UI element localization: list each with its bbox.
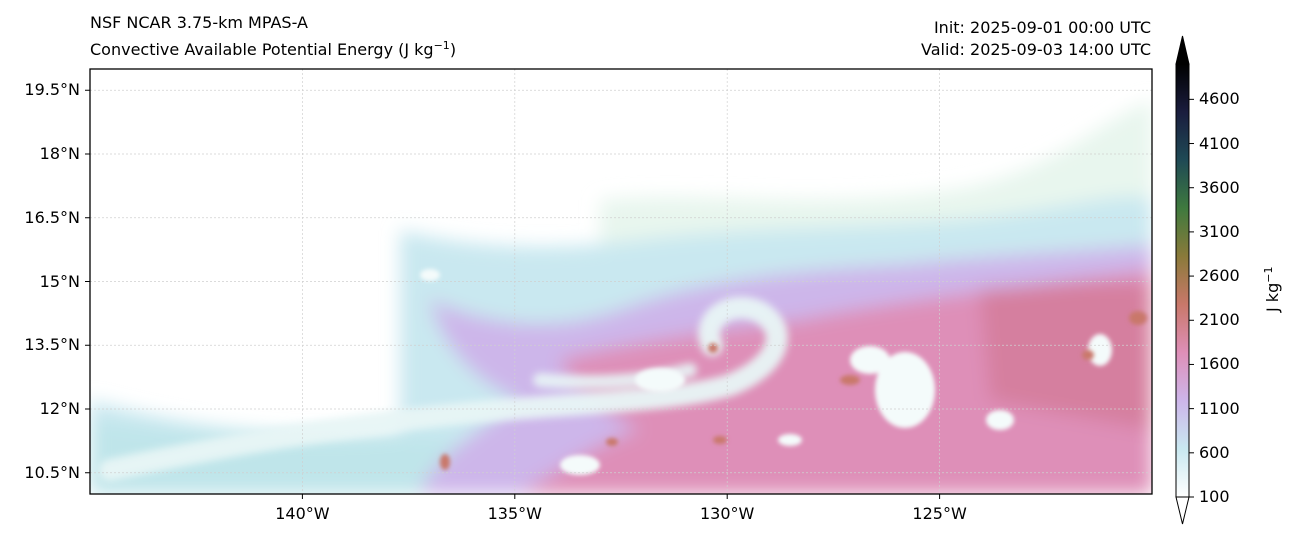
lat-tick-label: 15°N <box>39 271 80 291</box>
valid-time: Valid: 2025-09-03 14:00 UTC <box>920 40 1151 59</box>
colorbar <box>1175 35 1194 525</box>
colorbar-label: J kg−1 <box>1262 267 1282 312</box>
lon-tick-label: 140°W <box>275 504 330 523</box>
colorbar-label-sup: −1 <box>1262 266 1275 283</box>
lat-tick-label: 12°N <box>39 399 80 418</box>
colorbar-label-prefix: J kg <box>1263 282 1282 312</box>
colorbar-tick-label: 2600 <box>1199 266 1240 286</box>
colorbar-tick-label: 4600 <box>1199 89 1240 109</box>
lat-tick-label: 19.5°N <box>24 80 80 100</box>
title-line-2-sup: −1 <box>433 39 450 52</box>
init-time: Init: 2025-09-01 00:00 UTC <box>933 18 1151 37</box>
colorbar-tick-label: 4100 <box>1199 133 1240 153</box>
lon-tick-label: 130°W <box>700 504 755 523</box>
colorbar-tick-label: 2100 <box>1199 310 1240 330</box>
lat-tick-label: 10.5°N <box>24 462 80 482</box>
cape-field <box>90 69 1152 494</box>
lat-tick-label: 18°N <box>39 144 80 163</box>
colorbar-tick-label: 3100 <box>1199 221 1240 241</box>
lon-tick-label: 135°W <box>487 504 542 523</box>
lon-tick-label: 125°W <box>912 504 967 523</box>
colorbar-tick-label: 100 <box>1199 487 1230 506</box>
colorbar-tick-label: 600 <box>1199 442 1230 462</box>
title-line-2: Convective Available Potential Energy (J… <box>90 40 456 58</box>
colorbar-tick-label: 1600 <box>1199 354 1240 374</box>
lat-tick-label: 16.5°N <box>24 207 80 227</box>
colorbar-tick-label: 1100 <box>1199 398 1240 418</box>
title-line-2-prefix: Convective Available Potential Energy (J… <box>90 40 434 59</box>
colorbar-tick-label: 3600 <box>1199 177 1240 197</box>
title-line-2-suffix: ) <box>449 40 457 59</box>
lat-tick-label: 13.5°N <box>24 335 80 355</box>
title-line-1: NSF NCAR 3.75-km MPAS-A <box>90 13 308 32</box>
